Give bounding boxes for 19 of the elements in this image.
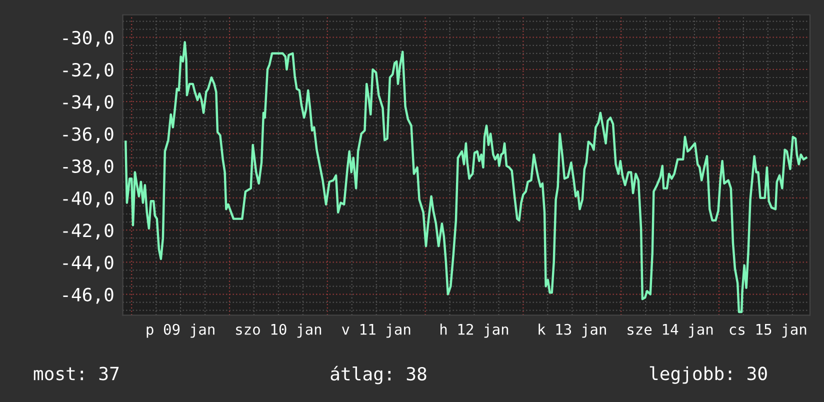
text: legjobb: 30: [650, 366, 767, 384]
y-tick-label: -34,0: [63, 95, 114, 112]
x-tick-label: szo 10 jan: [236, 324, 322, 338]
x-tick-label: cs 15 jan: [730, 324, 806, 338]
y-tick-label: -36,0: [63, 127, 114, 144]
x-tick-label: v 11 jan: [342, 324, 410, 338]
y-tick-label: -42,0: [63, 224, 114, 240]
text: átlag: 38: [330, 366, 426, 384]
y-tick-label: -30,0: [63, 30, 114, 47]
y-tick-label: -46,0: [63, 288, 114, 304]
y-tick-label: -40,0: [63, 191, 114, 208]
x-tick-label: k 13 jan: [538, 324, 606, 338]
x-tick-label: h 12 jan: [440, 324, 508, 338]
text: most: 37: [34, 366, 119, 380]
y-tick-label: -44,0: [63, 256, 114, 272]
x-tick-label: p 09 jan: [146, 324, 214, 338]
y-tick-label: -32,0: [63, 62, 114, 79]
x-tick-label: sze 14 jan: [628, 324, 713, 338]
y-tick-label: -38,0: [63, 159, 114, 176]
